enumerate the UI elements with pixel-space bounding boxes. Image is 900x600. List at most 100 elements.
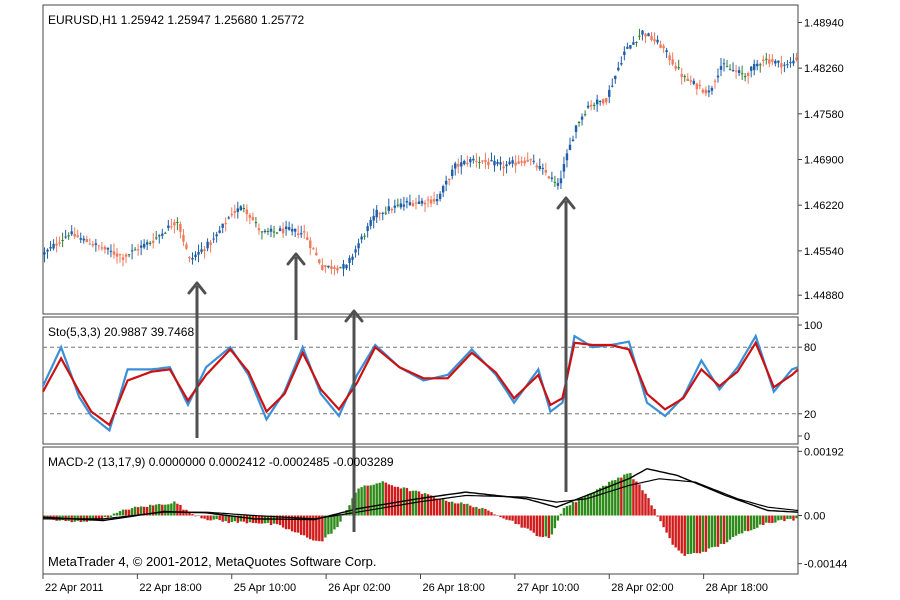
candle-body xyxy=(641,30,644,35)
candle-body xyxy=(592,104,596,106)
candle xyxy=(139,240,143,256)
x-tick-label: 27 Apr 10:00 xyxy=(517,582,579,594)
candle xyxy=(695,82,699,96)
candle-body xyxy=(535,165,538,168)
candle-body xyxy=(257,228,261,231)
macd-histogram-bar xyxy=(589,494,593,516)
candle-body xyxy=(644,33,647,37)
candle xyxy=(55,236,58,253)
macd-histogram-bar xyxy=(668,515,671,539)
candle xyxy=(408,194,412,207)
arrow-head xyxy=(344,309,364,323)
macd-histogram-bar xyxy=(290,515,294,532)
up-arrow xyxy=(556,196,576,492)
macd-histogram-bar xyxy=(366,485,369,516)
candle xyxy=(653,32,656,45)
candle xyxy=(121,253,125,267)
macd-histogram-bar xyxy=(734,515,738,536)
macd-histogram-bar xyxy=(112,513,116,516)
candle-body xyxy=(76,235,79,238)
candle-body xyxy=(423,202,427,205)
macd-histogram-bar xyxy=(426,494,430,516)
candle-body xyxy=(713,80,717,82)
macd-histogram-bar xyxy=(390,485,394,516)
candle-body xyxy=(360,236,363,240)
candle xyxy=(266,227,270,236)
macd-histogram-bar xyxy=(136,507,140,516)
candle-body xyxy=(139,245,143,248)
candle xyxy=(562,156,566,179)
macd-histogram-bar xyxy=(330,515,333,534)
candle xyxy=(487,158,490,170)
macd-histogram-bar xyxy=(686,515,689,555)
macd-histogram-bar xyxy=(417,491,421,516)
candle xyxy=(508,157,511,166)
candle-body xyxy=(438,193,442,199)
macd-histogram-bar xyxy=(771,515,774,523)
pane-frame xyxy=(42,316,799,445)
candle xyxy=(167,219,170,231)
candle xyxy=(170,218,173,230)
candle xyxy=(127,254,131,258)
arrow-head xyxy=(286,252,306,266)
macd-histogram-bar xyxy=(76,515,79,521)
macd-histogram-bar xyxy=(538,515,541,537)
candle xyxy=(580,113,584,126)
candle-body xyxy=(719,66,723,70)
candle-body xyxy=(466,162,469,164)
macd-histogram-bar xyxy=(206,515,209,521)
candle-body xyxy=(583,114,587,116)
candle-body xyxy=(441,186,445,193)
macd-histogram-bar xyxy=(236,515,239,523)
macd-histogram-bar xyxy=(342,515,345,516)
macd-histogram-bar xyxy=(109,515,113,517)
candle-body xyxy=(73,233,76,237)
macd-histogram-bar xyxy=(499,515,502,518)
candle xyxy=(179,221,182,239)
candle-body xyxy=(774,60,777,64)
candle xyxy=(315,247,318,256)
candle-body xyxy=(457,164,460,167)
candle xyxy=(481,160,484,165)
annotation-arrows xyxy=(187,196,576,532)
candle-body xyxy=(306,237,309,240)
candle xyxy=(478,156,481,169)
candle xyxy=(447,178,451,186)
candle xyxy=(263,228,267,234)
candle-body xyxy=(653,39,656,42)
candle-body xyxy=(743,76,747,78)
macd-histogram-bar xyxy=(336,515,339,528)
candle xyxy=(330,259,333,275)
candle xyxy=(351,253,354,266)
candle xyxy=(136,244,140,256)
macd-histogram-bar xyxy=(224,515,227,522)
candle-body xyxy=(272,231,276,233)
candle-body xyxy=(725,66,729,68)
macd-histogram-bar xyxy=(683,515,686,556)
candle-body xyxy=(109,250,113,252)
macd-histogram-bar xyxy=(795,515,798,519)
candle-body xyxy=(541,167,545,169)
macd-histogram-bar xyxy=(740,515,744,534)
candle-body xyxy=(740,73,744,75)
candle xyxy=(496,159,499,167)
candle xyxy=(623,46,626,61)
candle xyxy=(556,178,560,190)
macd-histogram-bar xyxy=(218,515,221,521)
candle-body xyxy=(435,199,439,202)
candle xyxy=(145,239,149,251)
candle xyxy=(188,256,191,263)
candle-body xyxy=(203,249,206,251)
macd-histogram-bar xyxy=(553,515,557,529)
candle-body xyxy=(481,160,484,162)
candle-body xyxy=(792,60,795,64)
macd-histogram-bar xyxy=(475,506,478,516)
candle xyxy=(300,225,303,238)
candle xyxy=(463,159,466,166)
arrow-head xyxy=(187,281,207,295)
candle xyxy=(780,55,783,75)
candle-body xyxy=(759,64,762,66)
macd-histogram-bar xyxy=(481,507,484,516)
candle-body xyxy=(97,245,101,247)
candle-body xyxy=(411,203,415,207)
